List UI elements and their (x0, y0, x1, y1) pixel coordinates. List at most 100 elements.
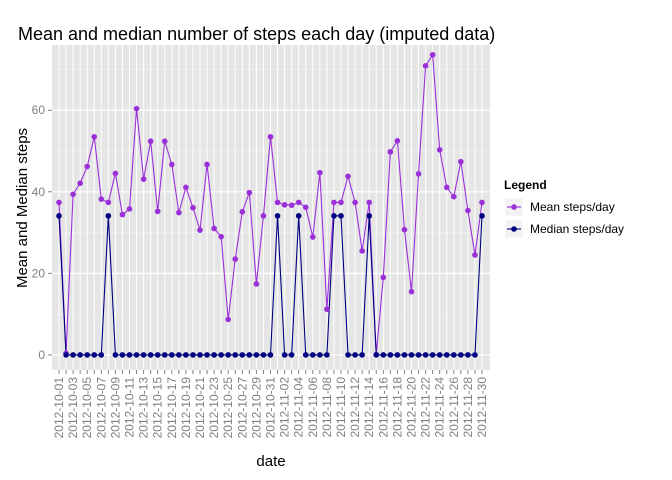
data-point (133, 105, 140, 112)
data-point (380, 274, 387, 281)
data-point (77, 180, 83, 187)
data-point (169, 161, 175, 168)
y-axis-label: Mean and Median steps (14, 128, 31, 288)
data-point (338, 199, 344, 206)
data-point (253, 281, 260, 287)
data-point (246, 352, 253, 358)
legend-title: Legend (504, 178, 547, 192)
data-point (331, 199, 337, 206)
data-point (56, 213, 62, 219)
data-point (126, 206, 133, 212)
x-tick-label: 2012-10-09 (108, 377, 122, 439)
data-point (401, 226, 408, 233)
data-point (359, 248, 365, 254)
data-point (422, 62, 429, 69)
x-tick-label: 2012-11-14 (362, 377, 376, 438)
data-point (310, 234, 316, 240)
data-point (204, 161, 210, 168)
data-point (77, 352, 83, 358)
data-point (225, 352, 231, 358)
data-point (352, 199, 358, 206)
series-points (56, 51, 485, 358)
data-point (112, 170, 119, 177)
data-point (218, 233, 224, 240)
data-point (429, 51, 436, 58)
data-point (267, 352, 274, 358)
data-point (281, 202, 288, 208)
data-point (401, 352, 408, 358)
data-point (436, 146, 443, 153)
data-point (429, 352, 436, 358)
data-point (154, 352, 161, 358)
x-tick-label: 2012-11-04 (292, 377, 306, 438)
y-tick-label: 0 (38, 348, 45, 362)
data-point (253, 352, 260, 358)
data-point (317, 169, 323, 176)
data-point (366, 199, 373, 206)
data-point (91, 352, 98, 358)
grid (52, 45, 490, 370)
data-point (317, 352, 323, 358)
x-tick-label: 2012-11-24 (433, 377, 447, 438)
x-tick-label: 2012-10-01 (52, 377, 66, 439)
data-point (218, 352, 224, 358)
data-point (302, 352, 309, 358)
data-point (465, 352, 471, 358)
data-point (147, 138, 154, 145)
data-point (147, 352, 154, 358)
x-tick-label: 2012-10-05 (80, 377, 94, 439)
legend: Legend Mean steps/day Median steps/day (504, 178, 624, 239)
x-tick-label: 2012-11-16 (376, 377, 390, 438)
x-tick-label: 2012-11-22 (419, 377, 433, 438)
data-point (274, 199, 281, 206)
x-tick-label: 2012-10-15 (151, 377, 165, 439)
x-tick-label: 2012-11-08 (320, 377, 334, 438)
data-point (197, 227, 203, 233)
data-point (274, 213, 281, 219)
x-tick-label: 2012-11-30 (475, 377, 489, 438)
chart-title: Mean and median number of steps each day… (18, 24, 495, 44)
data-point (472, 252, 478, 258)
data-point (436, 352, 443, 358)
x-tick-label: 2012-10-21 (193, 377, 207, 439)
data-point (288, 352, 295, 358)
data-point (98, 352, 105, 358)
data-point (479, 199, 485, 206)
data-point (415, 352, 422, 358)
x-tick-label: 2012-11-20 (405, 377, 419, 438)
data-point (458, 352, 464, 358)
data-point (98, 196, 105, 202)
data-point (288, 202, 295, 209)
x-tick-label: 2012-11-26 (447, 377, 461, 438)
legend-label: Mean steps/day (530, 200, 615, 214)
x-tick-label: 2012-10-23 (207, 377, 221, 439)
x-tick-label: 2012-10-03 (66, 377, 80, 439)
data-point (119, 211, 126, 218)
data-point (112, 352, 119, 358)
data-point (373, 352, 380, 358)
data-point (310, 352, 316, 358)
data-point (267, 133, 274, 140)
data-point (260, 213, 267, 219)
x-tick-label: 2012-11-06 (306, 377, 320, 438)
x-tick-label: 2012-10-27 (235, 377, 249, 439)
legend-key-point (511, 226, 517, 232)
data-point (302, 204, 309, 211)
data-point (119, 352, 126, 358)
data-point (394, 138, 401, 144)
data-point (204, 352, 210, 358)
data-point (63, 352, 69, 358)
x-tick-label: 2012-10-07 (94, 377, 108, 439)
x-tick-label: 2012-10-19 (179, 377, 193, 439)
data-point (183, 352, 189, 358)
data-point (232, 256, 239, 262)
data-point (387, 149, 394, 155)
data-point (70, 191, 76, 198)
data-point (225, 316, 231, 323)
data-point (408, 288, 415, 295)
data-point (140, 176, 147, 182)
y-tick-label: 40 (32, 185, 46, 199)
data-point (451, 352, 457, 358)
x-tick-label: 2012-11-18 (390, 377, 404, 438)
y-axis: 0 20 40 60 (32, 103, 52, 362)
